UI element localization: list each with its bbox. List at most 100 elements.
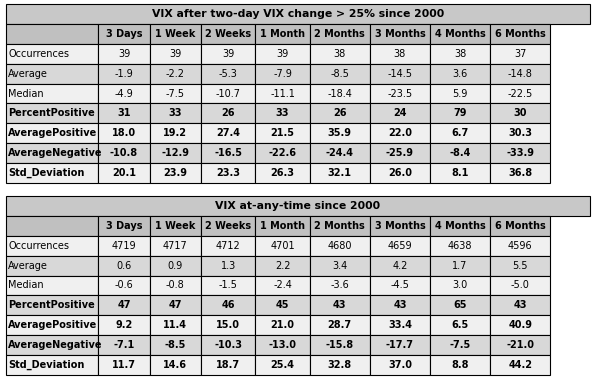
Bar xyxy=(201,256,255,276)
Bar xyxy=(6,296,98,315)
Text: 11.4: 11.4 xyxy=(163,320,187,330)
Bar xyxy=(370,335,430,355)
Text: 26.3: 26.3 xyxy=(271,168,294,178)
Bar xyxy=(430,315,490,335)
Bar xyxy=(370,64,430,84)
Bar xyxy=(370,296,430,315)
Bar xyxy=(370,143,430,163)
Text: -23.5: -23.5 xyxy=(387,88,412,99)
Text: 4712: 4712 xyxy=(216,241,241,251)
Text: 47: 47 xyxy=(117,301,131,310)
Text: PercentPositive: PercentPositive xyxy=(8,301,95,310)
Text: 3 Months: 3 Months xyxy=(374,29,426,39)
Bar xyxy=(255,236,310,256)
Text: Average: Average xyxy=(8,69,48,79)
Bar xyxy=(150,335,201,355)
Text: 19.2: 19.2 xyxy=(163,128,187,138)
Bar xyxy=(150,296,201,315)
Bar xyxy=(98,104,150,123)
Bar xyxy=(370,163,430,183)
Text: -8.5: -8.5 xyxy=(164,340,186,350)
Text: 2 Weeks: 2 Weeks xyxy=(205,29,252,39)
Bar xyxy=(490,163,550,183)
Text: 6.5: 6.5 xyxy=(451,320,468,330)
Bar xyxy=(150,104,201,123)
Bar xyxy=(370,24,430,44)
Bar xyxy=(6,276,98,296)
Bar xyxy=(490,256,550,276)
Bar xyxy=(201,123,255,143)
Bar xyxy=(310,296,370,315)
Bar xyxy=(6,64,98,84)
Text: -21.0: -21.0 xyxy=(506,340,534,350)
Bar xyxy=(430,84,490,104)
Bar xyxy=(310,315,370,335)
Text: 33.4: 33.4 xyxy=(388,320,412,330)
Text: 25.4: 25.4 xyxy=(271,360,294,370)
Bar xyxy=(255,143,310,163)
Bar xyxy=(201,104,255,123)
Bar xyxy=(370,315,430,335)
Bar xyxy=(201,24,255,44)
Text: 38: 38 xyxy=(334,49,346,59)
Text: 18.7: 18.7 xyxy=(216,360,240,370)
Bar xyxy=(490,216,550,236)
Bar xyxy=(6,44,98,64)
Bar xyxy=(490,104,550,123)
Bar xyxy=(201,276,255,296)
Bar xyxy=(150,355,201,375)
Bar xyxy=(370,256,430,276)
Text: -16.5: -16.5 xyxy=(214,148,242,158)
Bar xyxy=(6,143,98,163)
Bar xyxy=(255,123,310,143)
Bar xyxy=(310,216,370,236)
Text: 8.8: 8.8 xyxy=(451,360,469,370)
Text: 3 Days: 3 Days xyxy=(105,29,142,39)
Text: 39: 39 xyxy=(169,49,182,59)
Bar xyxy=(150,123,201,143)
Bar xyxy=(370,276,430,296)
Bar xyxy=(201,163,255,183)
Bar xyxy=(490,64,550,84)
Bar xyxy=(98,163,150,183)
Bar xyxy=(150,24,201,44)
Text: 31: 31 xyxy=(117,108,131,118)
Text: 3.6: 3.6 xyxy=(452,69,468,79)
Bar xyxy=(98,64,150,84)
Text: 23.3: 23.3 xyxy=(216,168,240,178)
Text: 79: 79 xyxy=(454,108,467,118)
Bar xyxy=(98,276,150,296)
Text: -4.5: -4.5 xyxy=(390,280,409,291)
Bar xyxy=(6,84,98,104)
Bar xyxy=(6,196,590,216)
Text: 2 Months: 2 Months xyxy=(314,29,365,39)
Bar xyxy=(370,84,430,104)
Bar xyxy=(255,104,310,123)
Text: 20.1: 20.1 xyxy=(112,168,136,178)
Bar xyxy=(430,236,490,256)
Bar xyxy=(6,216,98,236)
Bar xyxy=(370,216,430,236)
Bar xyxy=(310,104,370,123)
Text: -2.2: -2.2 xyxy=(166,69,185,79)
Bar xyxy=(430,163,490,183)
Text: 3.4: 3.4 xyxy=(332,260,347,271)
Text: -17.7: -17.7 xyxy=(386,340,414,350)
Bar xyxy=(430,296,490,315)
Bar xyxy=(310,143,370,163)
Text: 37.0: 37.0 xyxy=(388,360,412,370)
Text: 24: 24 xyxy=(393,108,406,118)
Bar xyxy=(490,236,550,256)
Bar xyxy=(98,236,150,256)
Bar xyxy=(430,104,490,123)
Text: PercentPositive: PercentPositive xyxy=(8,108,95,118)
Bar xyxy=(98,44,150,64)
Text: -1.5: -1.5 xyxy=(219,280,238,291)
Bar xyxy=(490,84,550,104)
Text: -24.4: -24.4 xyxy=(326,148,354,158)
Bar xyxy=(310,276,370,296)
Bar xyxy=(310,123,370,143)
Text: -2.4: -2.4 xyxy=(273,280,292,291)
Bar xyxy=(490,355,550,375)
Bar xyxy=(430,64,490,84)
